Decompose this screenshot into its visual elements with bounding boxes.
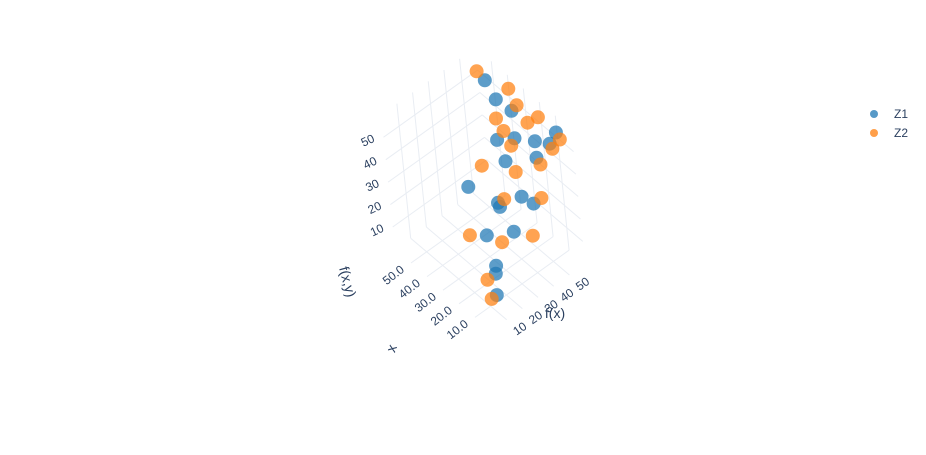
data-point[interactable] <box>530 110 545 125</box>
data-point[interactable] <box>525 228 540 243</box>
data-point[interactable] <box>509 98 524 113</box>
x-axis-title: x <box>383 342 400 354</box>
legend-marker <box>870 110 878 118</box>
legend-item-z2[interactable]: Z2 <box>870 126 908 140</box>
data-point[interactable] <box>480 272 495 287</box>
legend-label: Z1 <box>894 107 908 121</box>
legend-item-z1[interactable]: Z1 <box>870 107 908 121</box>
z-tick-label: 10 <box>368 221 386 239</box>
z-tick-label: 40 <box>361 154 379 172</box>
data-point[interactable] <box>501 81 516 96</box>
x-tick-label: 10.0 <box>444 317 471 343</box>
data-point[interactable] <box>461 179 476 194</box>
data-point[interactable] <box>520 115 535 130</box>
wall-gridline <box>383 69 478 138</box>
data-point[interactable] <box>504 138 519 153</box>
y-tick-label: 50 <box>573 274 592 293</box>
y-tick-label: 20 <box>526 308 545 327</box>
data-point[interactable] <box>514 189 529 204</box>
y-tick-label: 10 <box>510 319 529 338</box>
floor-gridline <box>473 193 570 276</box>
data-point[interactable] <box>489 111 503 126</box>
legend-marker <box>870 129 878 137</box>
data-point[interactable] <box>498 154 513 169</box>
series-z2[interactable] <box>462 64 567 306</box>
data-point[interactable] <box>488 92 503 107</box>
data-point[interactable] <box>469 64 484 79</box>
data-point[interactable] <box>527 134 542 149</box>
data-point[interactable] <box>495 235 510 250</box>
data-point[interactable] <box>477 73 492 88</box>
axis-titles: x f(x) f(x,y) <box>336 265 565 355</box>
data-point[interactable] <box>534 191 549 205</box>
data-point[interactable] <box>462 228 477 243</box>
data-point[interactable] <box>484 291 499 306</box>
floor-gridline <box>410 195 506 264</box>
z-tick-label: 30 <box>363 176 381 194</box>
data-markers[interactable] <box>461 64 567 306</box>
wall-gridline <box>443 69 459 205</box>
data-point[interactable] <box>497 192 512 207</box>
data-point[interactable] <box>474 158 489 173</box>
data-point[interactable] <box>508 165 523 179</box>
y-axis-title: f(x) <box>545 305 565 321</box>
data-point[interactable] <box>506 224 521 239</box>
data-point[interactable] <box>496 124 511 138</box>
data-point[interactable] <box>533 157 548 172</box>
z-tick-label: 20 <box>366 198 384 216</box>
z-axis-title: f(x,y) <box>336 265 360 299</box>
y-tick-label: 40 <box>557 285 576 304</box>
data-point[interactable] <box>545 141 560 156</box>
data-point[interactable] <box>479 228 494 243</box>
z-tick-label: 50 <box>359 131 377 149</box>
wall-gridline <box>459 58 474 194</box>
legend-label: Z2 <box>894 126 908 140</box>
